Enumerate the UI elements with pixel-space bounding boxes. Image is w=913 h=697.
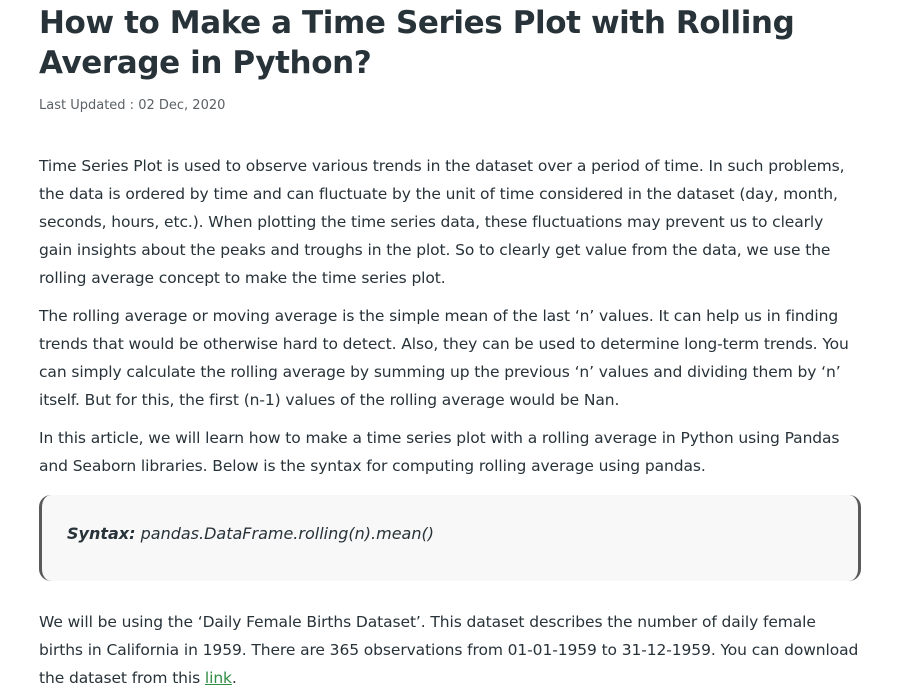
last-updated: Last Updated : 02 Dec, 2020 [39, 98, 861, 113]
syntax-blockquote: Syntax: pandas.DataFrame.rolling(n).mean… [39, 495, 861, 581]
syntax-label: Syntax: [67, 524, 136, 543]
dataset-text-end: . [231, 669, 237, 687]
last-updated-date: 02 Dec, 2020 [138, 98, 226, 113]
paragraph-article-scope: In this article, we will learn how to ma… [39, 429, 840, 475]
dataset-text: We will be using the ‘Daily Female Birth… [39, 613, 859, 687]
article-content: Time Series Plot is used to observe vari… [39, 152, 861, 692]
paragraph-intro: Time Series Plot is used to observe vari… [39, 157, 845, 287]
paragraph-dataset: We will be using the ‘Daily Female Birth… [39, 608, 861, 692]
paragraph-rolling-average: The rolling average or moving average is… [39, 307, 849, 409]
article-title: How to Make a Time Series Plot with Roll… [39, 5, 795, 81]
syntax-code: pandas.DataFrame.rolling(n).mean() [135, 524, 434, 543]
last-updated-label: Last Updated : [39, 98, 139, 113]
dataset-download-link[interactable]: link [204, 669, 232, 687]
